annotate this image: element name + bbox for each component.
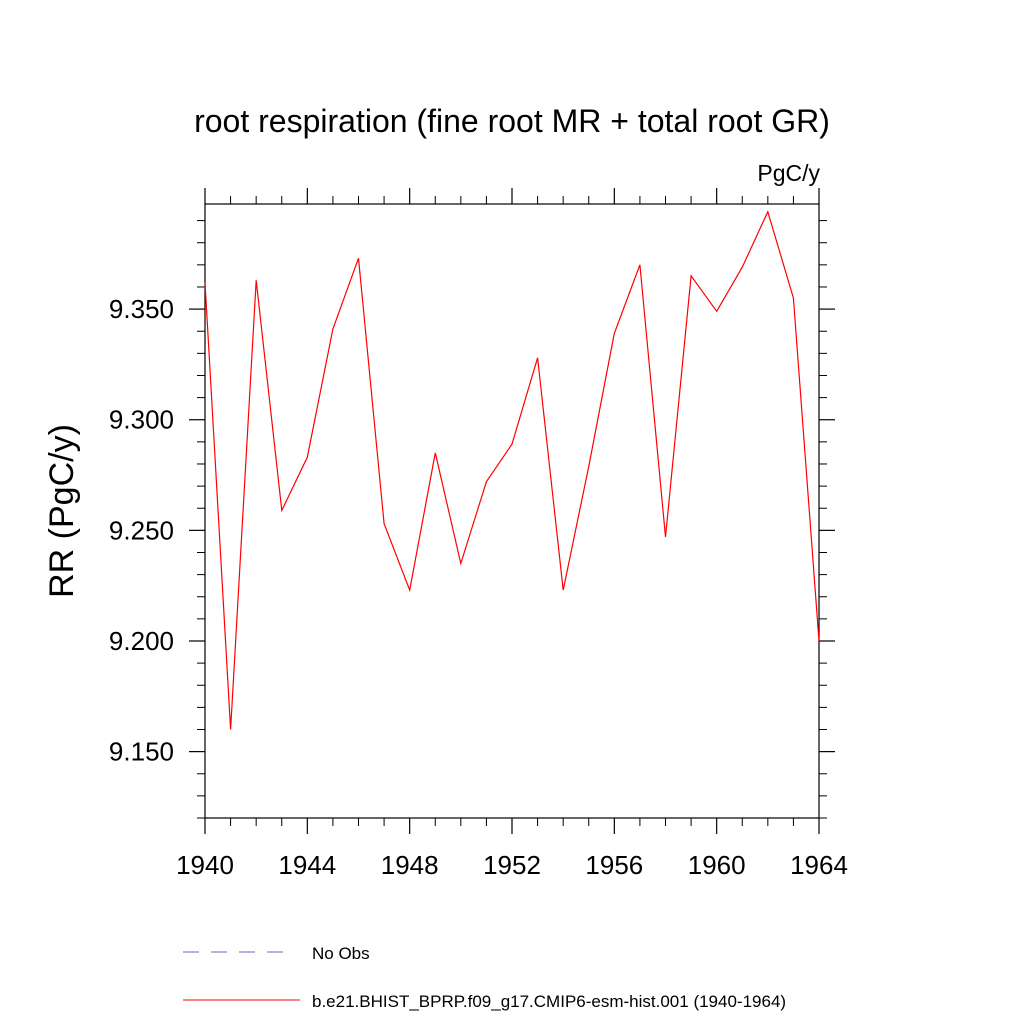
units-label: PgC/y [757,160,820,186]
y-tick-label: 9.150 [109,737,174,767]
y-tick-label: 9.350 [109,294,174,324]
tick-marks [189,188,835,834]
x-tick-labels: 1940 1944 1948 1952 1956 1960 1964 [176,850,848,880]
x-tick-label: 1944 [278,850,336,880]
x-tick-label: 1960 [688,850,746,880]
x-tick-label: 1940 [176,850,234,880]
x-tick-label: 1948 [381,850,439,880]
x-tick-label: 1956 [585,850,643,880]
x-tick-label: 1952 [483,850,541,880]
y-tick-label: 9.250 [109,515,174,545]
y-axis-label: RR (PgC/y) [43,424,81,598]
plot-frame [204,203,820,819]
y-tick-label: 9.300 [109,405,174,435]
series-line [204,210,820,730]
y-tick-label: 9.200 [109,626,174,656]
y-tick-labels: 9.150 9.200 9.250 9.300 9.350 [109,294,174,767]
x-tick-label: 1964 [790,850,848,880]
legend-label-no-obs: No Obs [312,944,370,963]
legend-label-model: b.e21.BHIST_BPRP.f09_g17.CMIP6-esm-hist.… [312,992,786,1011]
chart-title: root respiration (fine root MR + total r… [194,103,830,139]
legend: No Obs b.e21.BHIST_BPRP.f09_g17.CMIP6-es… [183,944,786,1011]
series-layer [204,210,820,730]
